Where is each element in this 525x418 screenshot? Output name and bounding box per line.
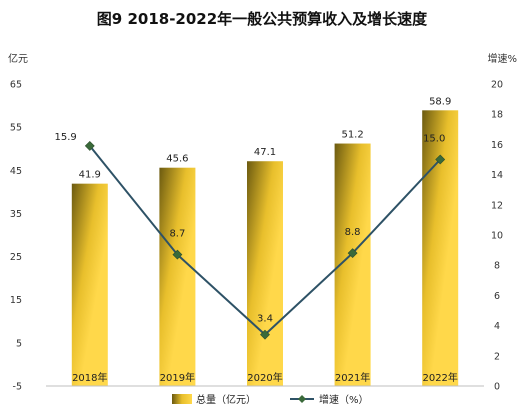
line-marker	[84, 140, 95, 151]
left-tick-label: -5	[13, 382, 22, 393]
category-labels: 2018年 2019年 2020年 2021年 2022年	[72, 371, 458, 384]
right-tick-label: 12	[491, 200, 503, 211]
left-tick-label: 45	[10, 166, 22, 177]
line-series	[84, 140, 446, 340]
bar-series	[71, 110, 459, 387]
right-tick-label: 10	[491, 231, 503, 242]
line-marker	[347, 248, 358, 259]
bar-value-label: 58.9	[429, 96, 451, 107]
left-tick-label: 5	[16, 338, 22, 349]
left-axis-unit: 亿元	[8, 52, 28, 65]
right-tick-label: 0	[494, 382, 500, 393]
right-tick-label: 2	[494, 351, 500, 362]
right-tick-label: 16	[491, 140, 503, 151]
right-axis-unit: 增速%	[487, 52, 517, 65]
left-tick-label: 65	[10, 80, 22, 91]
legend-line-label: 增速（%）	[319, 393, 369, 406]
right-tick-label: 8	[494, 261, 500, 272]
legend-bar-swatch	[172, 394, 192, 404]
category-label: 2020年	[247, 371, 282, 384]
left-tick-label: 35	[10, 209, 22, 220]
bar-value-label: 51.2	[341, 130, 363, 141]
bar-data-labels: 41.9 45.6 47.1 51.2 58.9	[79, 96, 452, 180]
bar-value-label: 41.9	[79, 170, 101, 181]
category-label: 2018年	[72, 371, 107, 384]
right-tick-label: 4	[494, 321, 500, 332]
legend: 总量（亿元） 增速（%）	[172, 393, 369, 406]
right-tick-label: 14	[491, 170, 503, 181]
left-tick-label: 55	[10, 123, 22, 134]
line-value-label: 8.8	[345, 227, 361, 238]
bar-value-label: 45.6	[166, 154, 188, 165]
bar	[159, 167, 196, 386]
line-value-label: 15.0	[423, 134, 445, 145]
line-marker	[435, 154, 446, 165]
category-label: 2021年	[335, 371, 370, 384]
bar	[422, 110, 459, 387]
bar	[71, 183, 108, 386]
category-label: 2022年	[422, 371, 457, 384]
category-label: 2019年	[160, 371, 195, 384]
legend-bar-label: 总量（亿元）	[196, 393, 256, 406]
legend-line-marker	[298, 395, 306, 403]
left-tick-label: 15	[10, 295, 22, 306]
bar-value-label: 47.1	[254, 147, 276, 158]
line-value-label: 15.9	[55, 132, 77, 143]
bar	[247, 161, 283, 386]
line-value-label: 3.4	[257, 314, 273, 325]
right-tick-label: 20	[491, 80, 503, 91]
line-value-label: 8.7	[169, 229, 185, 240]
left-tick-label: 25	[10, 252, 22, 263]
chart-title: 图9 2018-2022年一般公共预算收入及增长速度	[97, 10, 428, 28]
left-axis-ticks: 65 55 45 35 25 15 5 -5	[10, 80, 22, 393]
line-data-labels: 15.9 8.7 3.4 8.8 15.0	[55, 132, 446, 325]
right-tick-label: 18	[491, 110, 503, 121]
right-tick-label: 6	[494, 291, 500, 302]
line-marker	[260, 329, 270, 340]
line-marker	[172, 249, 183, 260]
